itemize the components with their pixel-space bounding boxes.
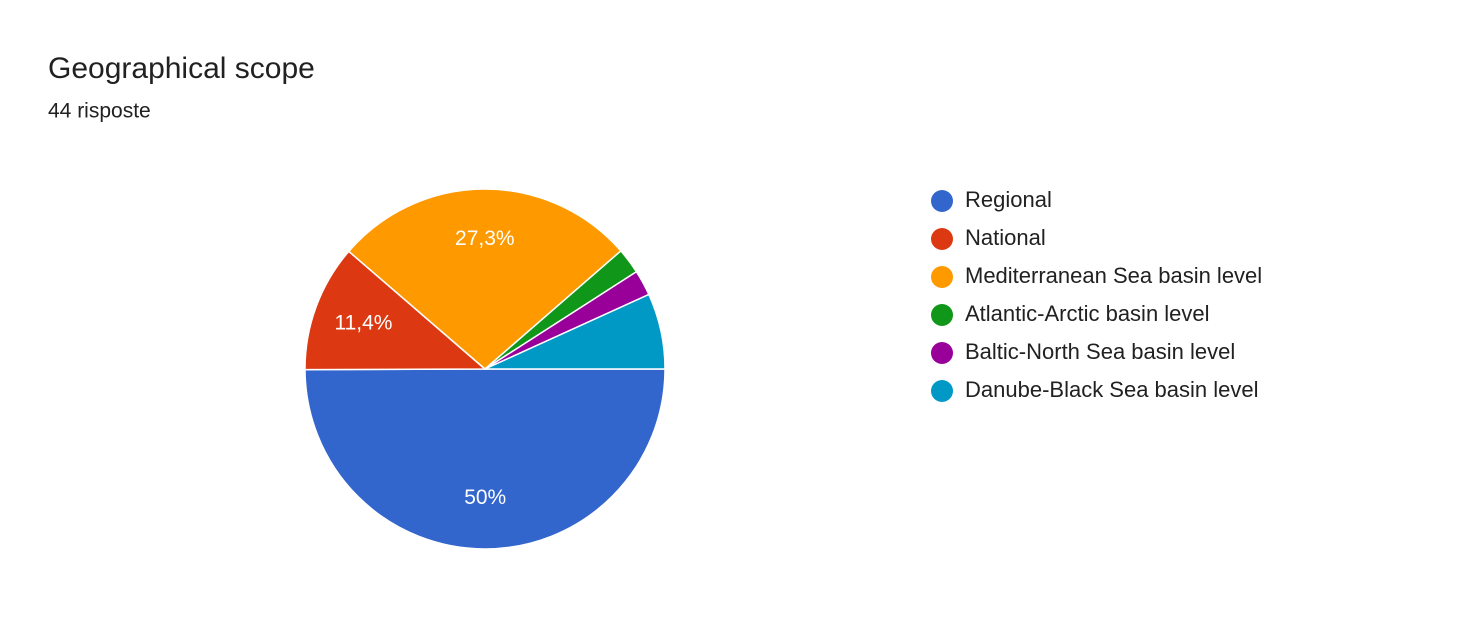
legend-marker bbox=[931, 228, 953, 250]
legend-marker bbox=[931, 342, 953, 364]
slice-label: 50% bbox=[464, 486, 506, 509]
legend-label: Danube-Black Sea basin level bbox=[965, 377, 1259, 402]
slice-label: 27,3% bbox=[455, 227, 515, 250]
pie-slice bbox=[484, 293, 666, 370]
chart-title: Geographical scope bbox=[48, 52, 315, 85]
legend-label: Baltic-North Sea basin level bbox=[965, 339, 1235, 364]
pie-slice bbox=[304, 368, 666, 550]
legend-marker bbox=[931, 266, 953, 288]
slice-label: 11,4% bbox=[334, 312, 392, 335]
legend-label: Mediterranean Sea basin level bbox=[965, 263, 1262, 288]
legend-marker bbox=[931, 190, 953, 212]
legend-marker bbox=[931, 304, 953, 326]
legend-label: National bbox=[965, 225, 1046, 250]
legend-label: Regional bbox=[965, 187, 1052, 212]
legend-marker bbox=[931, 380, 953, 402]
pie-slice bbox=[304, 250, 488, 371]
chart-subtitle: 44 risposte bbox=[48, 100, 151, 123]
legend-label: Atlantic-Arctic basin level bbox=[965, 301, 1210, 326]
pie-slice bbox=[347, 188, 622, 370]
